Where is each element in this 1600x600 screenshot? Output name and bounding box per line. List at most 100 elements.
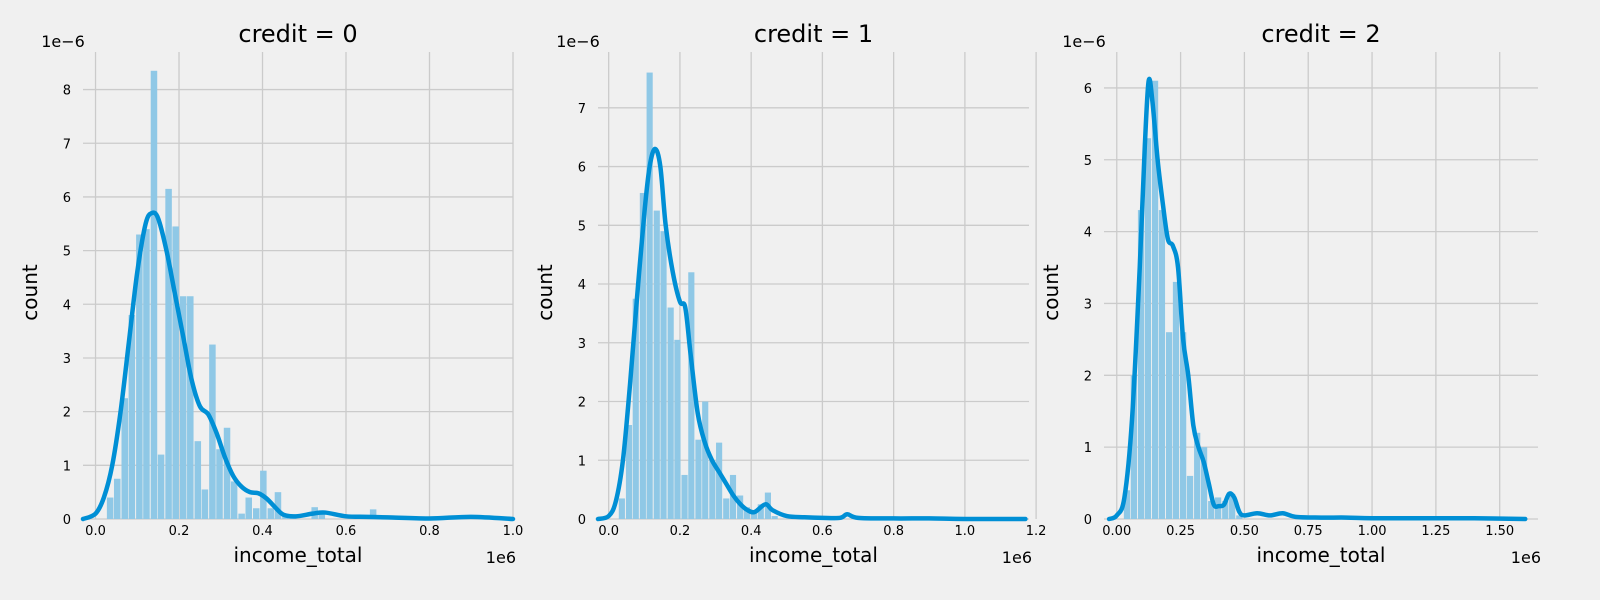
x-tick-label: 1.25 bbox=[1421, 524, 1450, 539]
histogram-bar bbox=[632, 298, 639, 519]
y-tick-label: 4 bbox=[63, 298, 71, 313]
histogram-bars bbox=[106, 70, 475, 520]
y-axis-label: count bbox=[533, 264, 557, 321]
x-tick-label: 0.8 bbox=[419, 524, 440, 539]
histogram-bar bbox=[172, 226, 179, 519]
y-tick-label: 7 bbox=[578, 102, 586, 117]
y-offset-label: 1e−6 bbox=[1062, 32, 1106, 51]
histogram-bars bbox=[1123, 80, 1243, 520]
histogram-bar bbox=[136, 234, 143, 520]
histogram-bar bbox=[737, 495, 744, 519]
histogram-bar bbox=[128, 315, 136, 519]
histogram-bar bbox=[252, 508, 260, 519]
x-tick-label: 1.00 bbox=[1358, 524, 1387, 539]
subplot-credit-1: 0.0 0.2 0.4 0.6 0.8 1.0 1.2 0 1 2 3 4 5 6 7 credit = 1 i… bbox=[533, 20, 1046, 567]
histogram-bar bbox=[1137, 210, 1145, 520]
histogram-bar bbox=[187, 296, 194, 519]
histogram-bar bbox=[1151, 80, 1159, 519]
y-tick-label: 3 bbox=[578, 337, 586, 352]
y-tick-label: 6 bbox=[1084, 82, 1092, 97]
histogram-bar bbox=[625, 425, 633, 519]
x-tick-label: 0.2 bbox=[670, 524, 691, 539]
histogram-bar bbox=[157, 454, 165, 519]
x-offset-label: 1e6 bbox=[1511, 548, 1541, 567]
x-tick-label: 0.25 bbox=[1166, 524, 1195, 539]
subplot-title: credit = 1 bbox=[754, 20, 873, 48]
histogram-bar bbox=[150, 70, 158, 519]
subplot-title: credit = 2 bbox=[1261, 20, 1380, 48]
histogram-bar bbox=[743, 507, 750, 519]
histogram-bar bbox=[653, 210, 660, 520]
kde-line bbox=[595, 146, 1028, 522]
y-tick-label: 1 bbox=[63, 459, 71, 474]
histogram-bar bbox=[230, 481, 238, 519]
histogram-bar bbox=[245, 497, 252, 519]
y-tick-label: 2 bbox=[578, 396, 586, 411]
histogram-bar bbox=[1144, 138, 1152, 519]
y-axis-label: count bbox=[1039, 264, 1063, 321]
y-tick-label: 0 bbox=[63, 513, 71, 528]
y-tick-label: 5 bbox=[578, 219, 586, 234]
histogram-bar bbox=[674, 339, 681, 519]
x-tick-label: 0.0 bbox=[85, 524, 106, 539]
x-offset-label: 1e6 bbox=[486, 548, 516, 567]
histogram-bar bbox=[1200, 447, 1208, 519]
histogram-bar bbox=[695, 439, 702, 519]
x-offset-label: 1e6 bbox=[1002, 548, 1032, 567]
histogram-bar bbox=[1180, 332, 1187, 519]
kde-line bbox=[1106, 76, 1528, 522]
histogram-bar bbox=[1165, 332, 1173, 519]
histogram-bar bbox=[667, 307, 674, 519]
histogram-bar bbox=[194, 441, 202, 519]
histogram-bar bbox=[702, 401, 709, 519]
histogram-bar bbox=[757, 504, 764, 519]
y-offset-label: 1e−6 bbox=[556, 32, 600, 51]
y-tick-label: 5 bbox=[1084, 154, 1092, 169]
histogram-bar bbox=[1130, 375, 1137, 519]
y-axis-label: count bbox=[18, 264, 42, 321]
histogram-bar bbox=[121, 398, 129, 519]
x-axis-label: income_total bbox=[234, 543, 363, 567]
y-tick-label: 8 bbox=[63, 84, 71, 99]
histogram-bar bbox=[1222, 501, 1229, 519]
histogram-bar bbox=[1172, 281, 1180, 519]
y-tick-label: 1 bbox=[578, 454, 586, 469]
histogram-bar bbox=[1158, 210, 1166, 520]
x-tick-label: 0.50 bbox=[1230, 524, 1259, 539]
x-tick-label: 0.4 bbox=[252, 524, 273, 539]
histogram-bar bbox=[1236, 515, 1243, 519]
histogram-bar bbox=[723, 498, 730, 519]
histogram-bar bbox=[179, 296, 187, 519]
y-tick-label: 6 bbox=[63, 191, 71, 206]
histogram-bar bbox=[1208, 501, 1215, 519]
histogram-bar bbox=[165, 188, 172, 519]
y-tick-label: 4 bbox=[578, 278, 586, 293]
y-tick-label: 2 bbox=[63, 406, 71, 421]
histogram-bars bbox=[618, 72, 778, 520]
histogram-bar bbox=[646, 72, 653, 519]
kde-line bbox=[80, 210, 516, 522]
histogram-bar bbox=[223, 427, 231, 519]
y-tick-label: 3 bbox=[1084, 297, 1092, 312]
y-offset-label: 1e−6 bbox=[41, 32, 85, 51]
histogram-bar bbox=[143, 229, 150, 519]
x-tick-label: 0.6 bbox=[812, 524, 833, 539]
x-tick-label: 0.0 bbox=[598, 524, 619, 539]
x-tick-label: 0.75 bbox=[1294, 524, 1323, 539]
histogram-bar bbox=[660, 231, 667, 520]
y-tick-label: 7 bbox=[63, 137, 71, 152]
y-tick-label: 4 bbox=[1084, 226, 1092, 241]
histogram-bar bbox=[274, 492, 282, 519]
subplot-title: credit = 0 bbox=[238, 20, 357, 48]
histogram-bar bbox=[369, 509, 377, 519]
y-tick-label: 5 bbox=[63, 245, 71, 260]
histogram-bar bbox=[106, 497, 114, 519]
x-tick-label: 0.4 bbox=[741, 524, 762, 539]
histogram-bar bbox=[1229, 493, 1236, 519]
histogram-bar bbox=[1123, 490, 1131, 519]
histogram-bar bbox=[771, 516, 778, 519]
histogram-bar bbox=[1186, 475, 1194, 519]
y-tick-label: 0 bbox=[578, 513, 586, 528]
histogram-bar bbox=[681, 474, 688, 519]
